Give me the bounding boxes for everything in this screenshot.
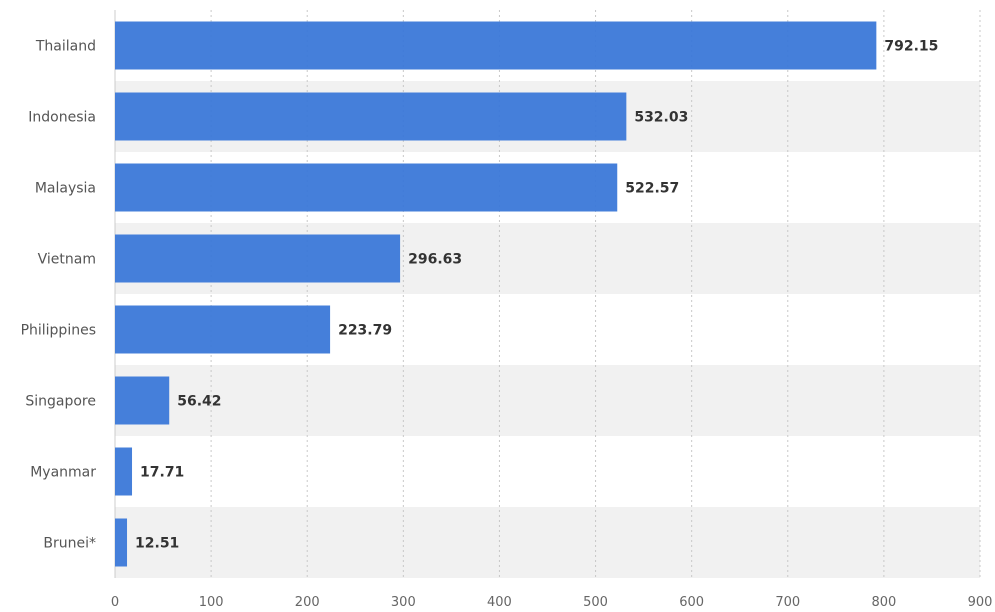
bar [115, 305, 331, 354]
category-labels: Thailand Indonesia Malaysia Vietnam Philippi… [21, 39, 97, 552]
bar [115, 447, 133, 496]
category-label: Indonesia [28, 110, 96, 126]
data-label: 12.51 [135, 536, 179, 552]
x-tick-label: 300 [391, 595, 416, 610]
bar [115, 163, 618, 212]
x-tick-labels: 0 100 200 300 400 500 600 700 800 900 [111, 595, 993, 610]
row-band [115, 365, 980, 436]
x-tick-label: 400 [487, 595, 512, 610]
category-label: Malaysia [35, 181, 96, 197]
value-labels: 792.15 532.03 522.57 296.63 223.79 56.42 17.71… [135, 39, 938, 552]
bars-group [115, 21, 877, 567]
category-label: Singapore [25, 394, 96, 410]
x-tick-label: 100 [199, 595, 224, 610]
data-label: 522.57 [625, 181, 679, 197]
x-tick-label: 0 [111, 595, 119, 610]
category-label: Myanmar [30, 465, 96, 481]
data-label: 296.63 [408, 252, 462, 268]
data-label: 56.42 [177, 394, 221, 410]
bar [115, 376, 170, 425]
bar [115, 518, 128, 567]
data-label: 223.79 [338, 323, 392, 339]
x-tick-label: 800 [871, 595, 896, 610]
data-label: 792.15 [884, 39, 938, 55]
bar [115, 234, 401, 283]
data-label: 17.71 [140, 465, 184, 481]
x-tick-label: 500 [583, 595, 608, 610]
bar [115, 21, 877, 70]
category-label: Thailand [35, 39, 96, 55]
x-tick-label: 200 [295, 595, 320, 610]
x-tick-label: 700 [775, 595, 800, 610]
data-label: 532.03 [634, 110, 688, 126]
category-label: Philippines [21, 323, 96, 339]
bar [115, 92, 627, 141]
x-tick-label: 900 [968, 595, 993, 610]
x-tick-label: 600 [679, 595, 704, 610]
row-band [115, 507, 980, 578]
category-label: Vietnam [38, 252, 96, 268]
category-label: Brunei* [43, 536, 96, 552]
